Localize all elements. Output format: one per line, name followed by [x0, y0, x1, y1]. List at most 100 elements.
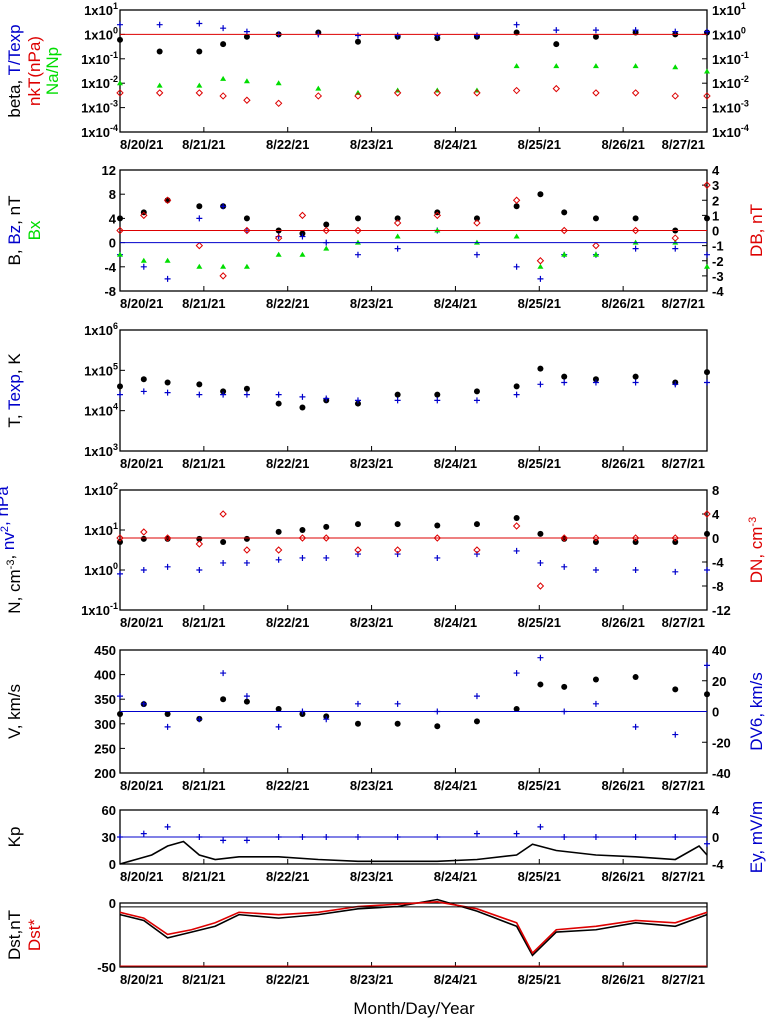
right-axis-label-part: DN, cm: [747, 527, 766, 584]
data-point: [473, 830, 480, 837]
tick-exponent: -4: [741, 123, 749, 133]
data-point: [394, 551, 401, 558]
data-point: [243, 837, 250, 844]
data-point: [561, 373, 568, 380]
data-point: [354, 251, 361, 258]
x-tick-label: 8/24/21: [434, 778, 477, 793]
data-point: [117, 383, 123, 390]
data-point: [394, 700, 401, 707]
right-axis-label: DB, nT: [747, 204, 766, 257]
tick-label: 1x10-3: [81, 99, 118, 116]
data-point: [632, 567, 639, 573]
plot-frame: [119, 329, 708, 452]
tick-label: 350: [94, 692, 116, 707]
data-point: [561, 251, 568, 257]
data-point: [592, 89, 600, 97]
right-axis-label-part: -3: [747, 517, 759, 527]
x-tick-label: 8/22/21: [266, 296, 309, 311]
x-tick-label: 8/25/21: [518, 972, 561, 987]
data-point: [323, 245, 330, 251]
data-point: [298, 534, 307, 542]
data-point: [631, 534, 640, 542]
data-point: [163, 534, 172, 542]
data-point: [513, 21, 520, 28]
data-point: [433, 89, 442, 97]
left-axis-label-part: N, cm: [5, 569, 24, 613]
tick-exponent: -3: [110, 99, 118, 109]
x-tick-label: 8/22/21: [266, 869, 309, 884]
data-point: [704, 840, 710, 847]
data-point: [592, 379, 599, 386]
chart-marks-p4: [116, 510, 711, 590]
left-axis-label: Kp: [5, 827, 24, 848]
data-point: [220, 837, 227, 844]
tick-label: 4: [712, 803, 720, 818]
tick-label: -4: [712, 555, 724, 570]
data-point: [164, 563, 171, 570]
left-axis-label-part: Kp: [5, 827, 24, 848]
x-tick-label: 8/27/21: [662, 456, 705, 471]
data-point: [473, 546, 481, 554]
left-axis-label-part: V, km/s: [5, 684, 24, 739]
data-point: [704, 662, 710, 669]
x-tick-label: 8/27/21: [662, 296, 705, 311]
data-point: [354, 521, 361, 528]
right-axis-label: DV6, km/s: [747, 672, 766, 750]
data-point: [164, 197, 171, 204]
tick-label: 1x10-2: [712, 74, 749, 91]
tick-label: 1x10-1: [712, 50, 749, 67]
data-point: [513, 63, 520, 69]
tick-label: 300: [94, 717, 116, 732]
x-tick-label: 8/25/21: [518, 296, 561, 311]
x-tick-label: 8/20/21: [120, 869, 163, 884]
tick-label: 1x10-2: [81, 74, 118, 91]
tick-label: -2: [712, 254, 724, 269]
tick-exponent: -2: [741, 74, 749, 84]
right-axis-label-part: Ey, mV/m: [747, 801, 766, 873]
tick-label: 1x100: [84, 25, 118, 42]
plot-frame: [119, 9, 708, 133]
tick-label: 1x101: [84, 521, 118, 538]
data-point: [704, 379, 710, 386]
data-point: [631, 226, 640, 235]
data-point: [140, 528, 148, 536]
data-point: [299, 554, 306, 561]
data-point: [243, 693, 250, 700]
data-point: [220, 559, 227, 566]
tick-label: 0: [712, 705, 719, 720]
data-point: [512, 522, 521, 530]
data-point: [354, 226, 362, 235]
data-point: [672, 539, 679, 546]
data-point: [394, 397, 401, 404]
tick-label: 1x101: [712, 1, 746, 18]
data-point: [164, 275, 171, 282]
tick-label: -3: [712, 269, 724, 284]
x-tick-label: 8/25/21: [518, 456, 561, 471]
left-axis-label: beta, T/Texp: [5, 24, 24, 117]
data-point: [592, 676, 599, 683]
chart-panels: 1x1011x1001x10-11x10-21x10-31x10-41x1011…: [0, 1, 766, 987]
data-point: [434, 723, 441, 730]
tick-label: 1x100: [712, 25, 746, 42]
data-point: [592, 63, 599, 69]
tick-exponent: -1: [741, 50, 749, 60]
tick-label: -12: [712, 603, 731, 618]
tick-label: 1x105: [84, 361, 118, 378]
tick-label: -4: [712, 857, 724, 872]
data-point: [323, 554, 330, 561]
data-point: [220, 388, 227, 395]
x-tick-label: 8/21/21: [182, 296, 225, 311]
data-point: [632, 245, 639, 252]
tick-label: 1x10-1: [81, 50, 118, 67]
data-point: [275, 528, 282, 535]
data-point: [704, 691, 710, 698]
tick-label: 4: [712, 507, 720, 522]
data-point: [553, 41, 560, 48]
tick-label: 12: [102, 163, 116, 178]
data-point: [513, 263, 520, 270]
data-point: [537, 681, 544, 688]
data-point: [561, 535, 568, 542]
data-point: [703, 181, 711, 189]
